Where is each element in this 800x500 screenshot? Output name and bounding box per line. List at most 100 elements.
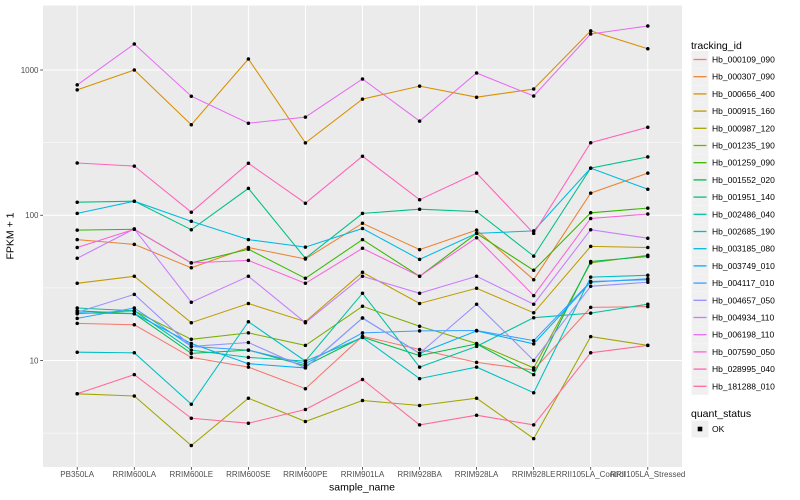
data-point [417, 291, 422, 296]
data-point [132, 242, 137, 247]
data-point [417, 376, 422, 381]
legend-label: Hb_001951_140 [712, 192, 775, 202]
data-point [189, 348, 194, 352]
data-point [360, 211, 365, 216]
data-point [417, 324, 422, 329]
data-point [303, 245, 308, 249]
data-point [646, 245, 650, 250]
data-point [474, 344, 479, 349]
data-point [588, 275, 593, 279]
data-point [360, 398, 365, 403]
quant-point-swatch [697, 426, 703, 432]
legend-label: Hb_002685_190 [712, 227, 775, 237]
data-point [531, 423, 536, 427]
legend-item: Hb_000656_400 [691, 85, 775, 103]
data-point [531, 372, 536, 377]
legend-item: Hb_181288_010 [691, 377, 775, 395]
data-point [646, 187, 650, 192]
data-point [646, 212, 650, 216]
data-point [646, 280, 650, 284]
data-point [75, 321, 79, 326]
data-point [303, 141, 308, 145]
data-point [531, 358, 536, 363]
data-point [246, 186, 251, 191]
data-point [246, 361, 251, 366]
data-point [246, 258, 251, 263]
data-point [360, 237, 365, 242]
data-point [417, 329, 422, 333]
data-point [588, 244, 593, 249]
data-point [360, 226, 365, 231]
data-point [531, 268, 536, 273]
data-point [75, 256, 79, 261]
data-point [646, 254, 650, 259]
data-point [474, 413, 479, 417]
data-point [303, 419, 308, 424]
data-point [588, 191, 593, 195]
data-point [417, 84, 422, 88]
x-tick-label: RRIM600LA [113, 470, 157, 479]
data-point [75, 200, 79, 204]
data-point [75, 306, 79, 310]
data-point [132, 323, 137, 327]
data-point [531, 311, 536, 315]
legend-label: Hb_001259_090 [712, 158, 775, 168]
data-point [417, 119, 422, 123]
data-point [531, 277, 536, 282]
data-point [303, 361, 308, 366]
data-point [531, 390, 536, 395]
data-point [531, 229, 536, 233]
data-point [474, 209, 479, 214]
series-layer [75, 24, 650, 448]
data-point [588, 311, 593, 315]
data-point [360, 221, 365, 226]
data-point [189, 261, 194, 265]
data-point [360, 331, 365, 335]
data-point [588, 166, 593, 170]
data-point [75, 83, 79, 87]
data-point [189, 344, 194, 349]
data-point [75, 281, 79, 286]
data-point [132, 68, 137, 72]
data-point [417, 301, 422, 306]
tracking-legend-title: tracking_id [691, 40, 742, 52]
x-tick-label: RRIM600LE [170, 470, 214, 479]
data-point [132, 42, 137, 46]
data-point [303, 281, 308, 286]
legend-label: Hb_007590_050 [712, 347, 775, 357]
legend-item: Hb_000987_120 [691, 119, 775, 137]
tracking-legend: Hb_000109_090 Hb_000307_090 Hb_000656_400 H… [691, 51, 775, 395]
axis-layer: 10 100 1000 PB350LA RRIM600LA RRIM600LE RRIM60… [21, 66, 686, 479]
x-tick-label: RRIM600SE [226, 470, 270, 479]
data-point [189, 320, 194, 325]
legend-label: Hb_181288_010 [712, 381, 775, 391]
data-point [417, 274, 422, 279]
data-point [588, 216, 593, 221]
data-point [360, 335, 365, 340]
data-point [303, 276, 308, 281]
legend-label: Hb_001552_020 [712, 175, 775, 185]
data-point [132, 351, 137, 355]
data-point [646, 47, 650, 51]
data-point [132, 394, 137, 398]
y-axis-title: FPKM + 1 [5, 212, 17, 259]
legend-item: Hb_001951_140 [691, 188, 775, 206]
legend-item: Hb_000109_090 [691, 51, 775, 68]
data-point [303, 366, 308, 370]
data-point [588, 211, 593, 215]
data-point [189, 300, 194, 304]
data-point [531, 293, 536, 298]
data-point [132, 311, 137, 316]
data-point [360, 316, 365, 320]
data-point [75, 350, 79, 354]
data-point [646, 302, 650, 306]
legend-label: Hb_002486_040 [712, 209, 775, 219]
data-point [360, 304, 365, 309]
data-point [646, 24, 650, 28]
data-point [417, 403, 422, 408]
data-point [303, 115, 308, 119]
data-point [646, 277, 650, 282]
data-point [189, 122, 194, 127]
legend-item: Hb_004934_110 [691, 309, 775, 326]
x-axis-title: sample_name [329, 482, 395, 494]
